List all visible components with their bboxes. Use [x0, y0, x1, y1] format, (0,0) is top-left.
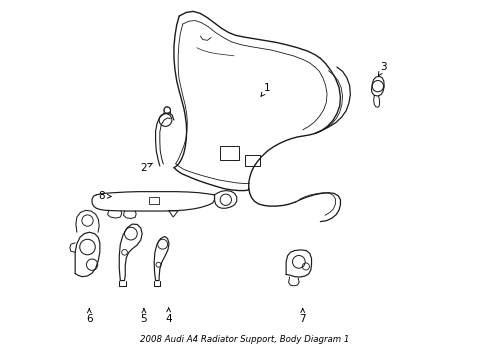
Bar — [219, 146, 239, 159]
Text: 2: 2 — [141, 163, 152, 173]
Text: 1: 1 — [261, 83, 270, 96]
Text: 8: 8 — [98, 191, 111, 201]
Bar — [149, 197, 159, 204]
Bar — [244, 154, 260, 166]
Text: 2008 Audi A4 Radiator Support, Body Diagram 1: 2008 Audi A4 Radiator Support, Body Diag… — [140, 335, 348, 344]
Text: 7: 7 — [299, 309, 305, 324]
Text: 5: 5 — [141, 309, 147, 324]
Text: 3: 3 — [378, 62, 386, 76]
Text: 4: 4 — [165, 308, 172, 324]
Text: 6: 6 — [86, 309, 92, 324]
